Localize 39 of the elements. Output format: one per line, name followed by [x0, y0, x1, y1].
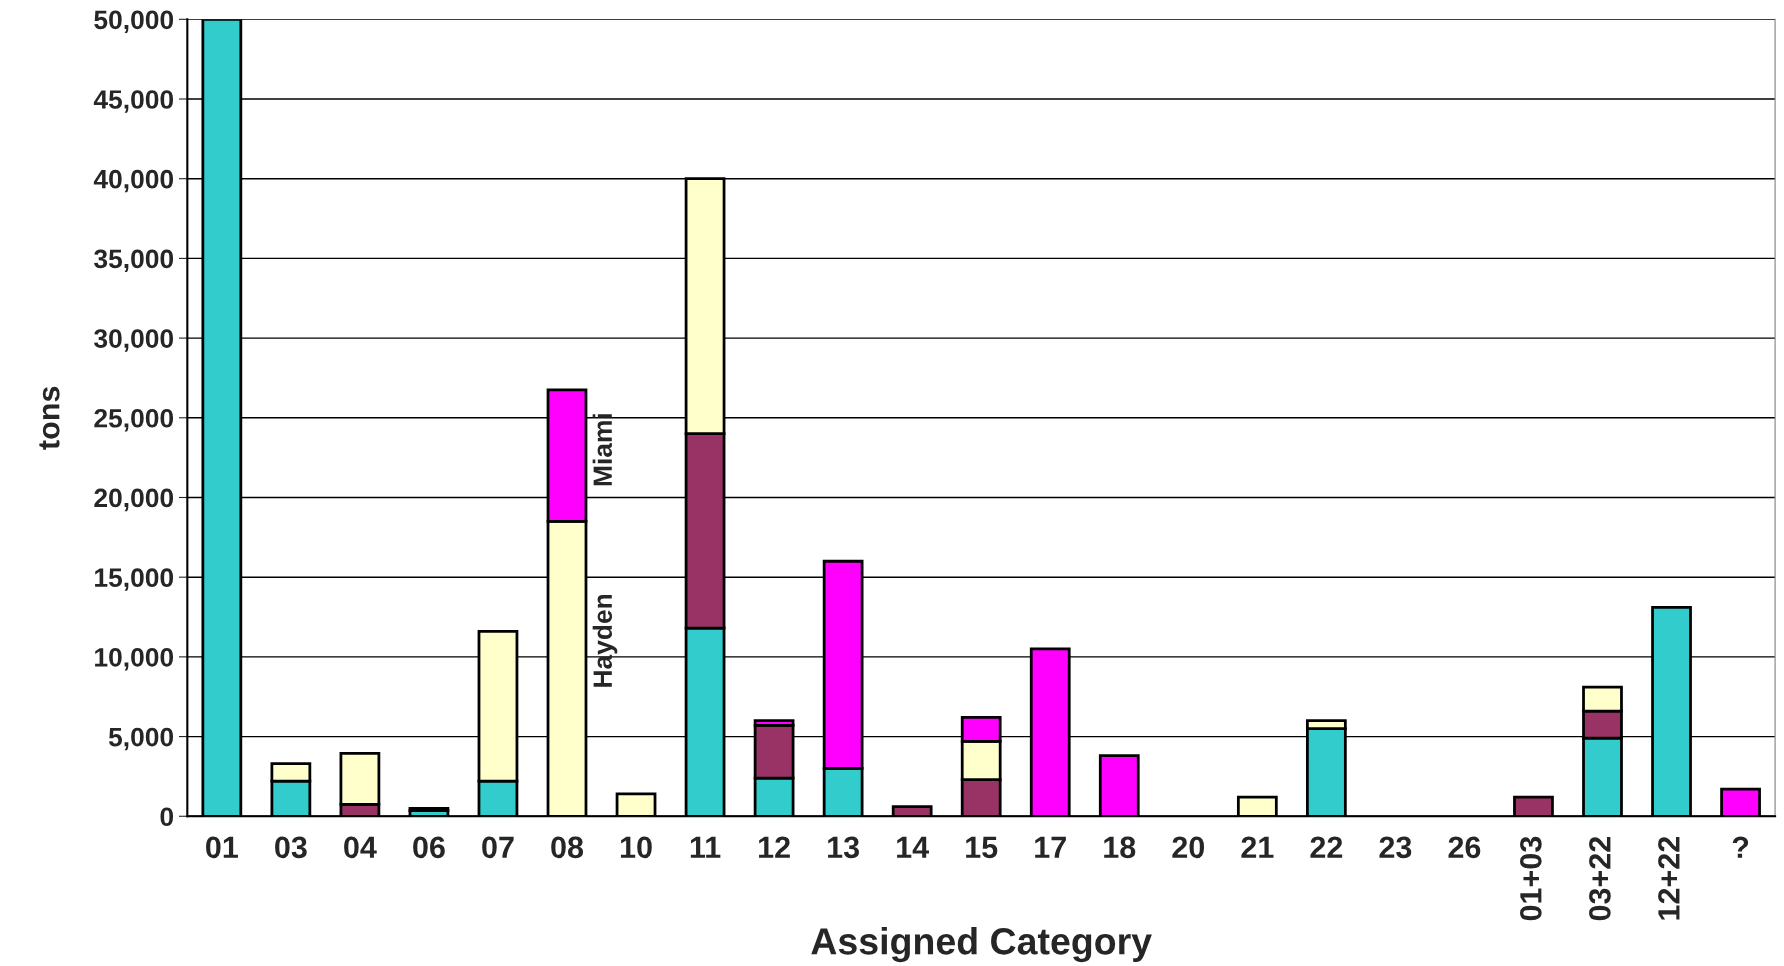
y-tick-label: 10,000: [95, 648, 174, 671]
x-tick-label: 26: [1448, 836, 1481, 859]
y-tick-label: 15,000: [95, 568, 174, 591]
annotation: Miami: [592, 414, 613, 486]
x-tick-label: 10: [620, 836, 652, 859]
x-tick-label: 12: [759, 836, 790, 858]
y-tick-label: 40,000: [93, 169, 174, 193]
x-tick-label: 21: [1241, 836, 1274, 858]
bar: [408, 806, 450, 813]
y-tick-label: 35,000: [94, 249, 174, 273]
x-tick-label: 01+03: [1520, 836, 1542, 921]
y-tick-label: 45,000: [93, 90, 174, 113]
x-tick-label: 15: [966, 836, 998, 859]
x-tick-label: 06: [413, 836, 445, 859]
y-axis-title: tons: [39, 386, 60, 450]
x-tick-label: 03: [275, 836, 307, 859]
x-tick-label: 08: [551, 836, 584, 859]
x-tick-label: 01: [206, 836, 238, 859]
x-tick-label: ?: [1732, 836, 1749, 858]
y-tick-label: 20,000: [94, 488, 174, 512]
x-tick-label: 20: [1172, 836, 1205, 859]
x-axis-title: Assigned Category: [811, 927, 1152, 963]
x-tick-label: 04: [344, 836, 377, 859]
x-tick-label: 17: [1035, 836, 1066, 858]
x-tick-label: 11: [690, 836, 721, 858]
x-tick-label: 22: [1310, 836, 1343, 858]
annotation: Hayden: [592, 594, 618, 687]
x-tick-label: 13: [828, 836, 860, 859]
x-tick-label: 03+22: [1589, 836, 1611, 921]
x-tick-label: 14: [897, 836, 929, 858]
y-tick-label: 25,000: [94, 408, 174, 432]
x-tick-label: 23: [1379, 836, 1412, 859]
x-tick-label: 07: [482, 836, 514, 859]
x-tick-label: 12+22: [1658, 836, 1680, 920]
y-tick-label: 5,000: [108, 727, 174, 751]
y-tick-label: 50,000: [94, 10, 174, 33]
y-tick-label: 0: [160, 807, 174, 827]
y-tick-label: 30,000: [94, 329, 174, 352]
x-tick-label: 18: [1104, 836, 1136, 859]
